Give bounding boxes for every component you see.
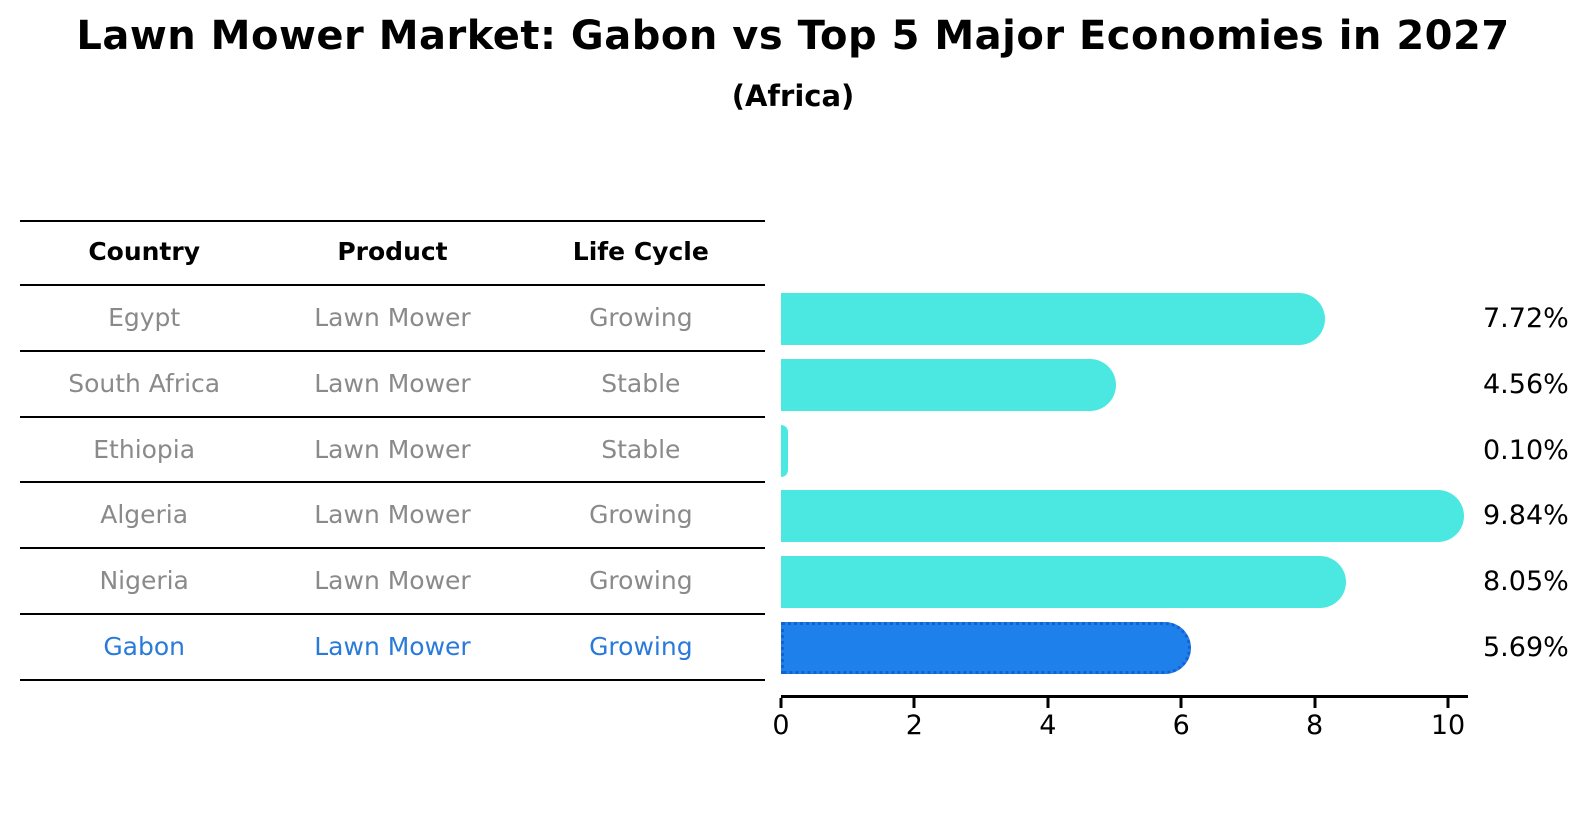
x-tick [1446,698,1450,708]
cell-lifecycle: Growing [589,632,693,662]
cell-lifecycle: Growing [589,303,693,332]
bar-row: 9.84% [781,483,1586,549]
x-tick-label: 6 [1172,710,1190,741]
cell-product: Lawn Mower [314,632,471,662]
bar [781,293,1325,345]
x-tick [779,698,783,708]
table-body: Egypt Lawn Mower Growing South Africa Lawn M… [20,286,765,681]
cell-lifecycle: Stable [601,368,681,398]
cell-country: South Africa [68,368,221,398]
cell-country: Gabon [103,632,186,662]
x-tick-label: 0 [772,710,790,741]
table-row: Gabon Lawn Mower Growing [20,615,765,681]
table-header-lifecycle: Life Cycle [572,237,709,266]
cell-product: Lawn Mower [314,500,471,530]
cell-lifecycle: Stable [601,434,681,464]
cell-product: Lawn Mower [314,434,471,464]
cell-country: Nigeria [99,566,189,596]
cell-product: Lawn Mower [314,368,471,398]
bar-row: 8.05% [781,549,1586,615]
cell-country: Egypt [108,303,181,332]
cell-product: Lawn Mower [314,566,471,596]
table-row: Ethiopia Lawn Mower Stable [20,418,765,484]
x-tick [912,698,916,708]
x-tick-label: 4 [1039,710,1057,741]
table-row: Nigeria Lawn Mower Growing [20,549,765,616]
cell-product: Lawn Mower [314,303,471,332]
x-tick [1313,698,1317,708]
table-header-country: Country [88,237,201,266]
x-tick [1179,698,1183,708]
table-row: South Africa Lawn Mower Stable [20,352,765,418]
bar-row: 7.72% [781,286,1586,352]
bar-plot: 7.72% 4.56% 0.10% 9.84% 8.05% 5.69% 0 2 4 6 8 10 [772,286,1586,756]
bar [781,556,1347,609]
x-tick-label: 2 [905,710,923,741]
value-label: 5.69% [1483,632,1569,664]
value-label: 8.05% [1483,566,1569,598]
value-label: 4.56% [1483,368,1569,400]
bar-rows: 7.72% 4.56% 0.10% 9.84% 8.05% 5.69% [781,286,1586,681]
x-tick [1046,698,1050,708]
bar [781,424,788,477]
chart-subtitle: (Africa) [731,79,855,113]
x-tick-label: 8 [1306,710,1324,741]
x-axis: 0 2 4 6 8 10 [772,695,1468,741]
cell-country: Algeria [100,500,189,530]
table-header-product: Product [337,237,448,266]
cell-lifecycle: Growing [589,500,693,530]
value-label: 7.72% [1483,303,1569,334]
country-table: Country Product Life Cycle Egypt Lawn Mow… [20,220,765,681]
bar-row: 4.56% [781,352,1586,418]
table-row: Algeria Lawn Mower Growing [20,483,765,550]
highlight-bar [781,622,1191,675]
cell-lifecycle: Growing [589,566,693,596]
chart-title: Lawn Mower Market: Gabon vs Top 5 Major … [76,13,1510,59]
bar-row: 5.69% [781,615,1586,681]
bar-row: 0.10% [781,418,1586,484]
x-tick-label: 10 [1430,710,1466,741]
table-header-row: Country Product Life Cycle [20,220,765,286]
cell-country: Ethiopia [93,434,196,464]
value-label: 9.84% [1483,500,1569,532]
bar [781,358,1116,411]
table-row: Egypt Lawn Mower Growing [20,286,765,352]
bar [781,490,1465,543]
value-label: 0.10% [1483,434,1569,466]
